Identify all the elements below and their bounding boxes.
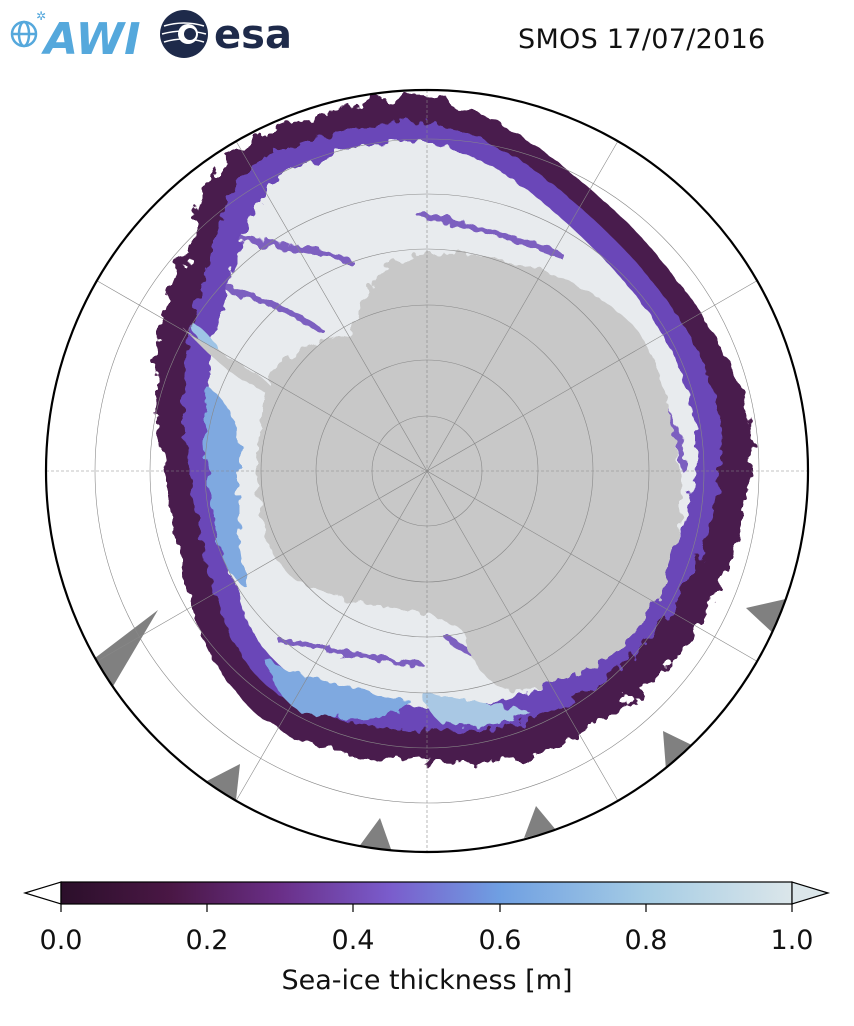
colorbar-extend-min	[22, 881, 62, 905]
map-boundary	[44, 88, 810, 854]
colorbar-tick-label: 0.0	[39, 925, 83, 956]
map-title: SMOS 17/07/2016	[518, 24, 766, 55]
awi-globe-icon	[10, 20, 38, 48]
colorbar-gradient	[60, 881, 793, 905]
antarctica-landmass	[256, 253, 682, 691]
awi-logo: ✲ AWI	[10, 9, 141, 62]
graticule	[46, 90, 808, 852]
colorbar-tick-label: 0.2	[185, 925, 229, 956]
colorbar-tick-label: 0.8	[624, 925, 668, 956]
colorbar-tick-label: 1.0	[770, 925, 814, 956]
colorbar-tick-label: 0.4	[331, 925, 375, 956]
colorbar-ticks	[60, 904, 793, 912]
sea-ice-blue-patches	[190, 320, 530, 726]
antarctic-peninsula	[185, 330, 272, 395]
esa-logo-text: esa	[214, 12, 292, 58]
colorbar-tick-label: 0.6	[478, 925, 522, 956]
awi-logo-text: AWI	[41, 14, 141, 62]
esa-emblem-icon	[160, 10, 208, 58]
colorbar-label: Sea-ice thickness [m]	[281, 965, 573, 996]
awi-star-icon: ✲	[36, 9, 46, 23]
esa-logo: esa	[160, 10, 292, 58]
colorbar-extend-max	[791, 881, 831, 905]
